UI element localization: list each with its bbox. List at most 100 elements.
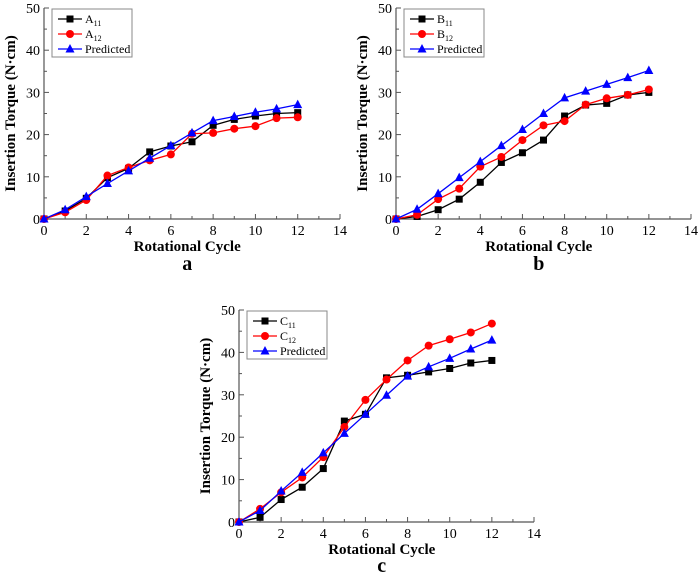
data-point	[298, 483, 306, 491]
y-tick-label: 10	[221, 474, 235, 489]
x-tick-label: 4	[477, 224, 484, 239]
y-tick-label: 20	[26, 129, 40, 144]
legend-label: B12	[437, 27, 453, 43]
data-point	[602, 79, 612, 88]
data-point	[644, 65, 654, 74]
data-point	[623, 72, 633, 82]
data-point	[60, 204, 70, 214]
data-point	[382, 390, 391, 399]
data-point	[145, 153, 155, 162]
x-tick-label: 6	[167, 224, 174, 239]
series-B11	[392, 88, 653, 223]
y-tick-label: 40	[26, 44, 40, 59]
x-tick-label: 14	[684, 224, 698, 239]
data-point	[319, 465, 327, 473]
x-tick-label: 10	[600, 224, 614, 239]
y-axis-title: Insertion Torque (N·cm)	[3, 35, 19, 191]
data-point	[475, 156, 485, 166]
data-point	[297, 467, 307, 476]
data-point	[517, 124, 527, 134]
y-tick-label: 40	[221, 346, 235, 361]
series-Predicted	[391, 65, 654, 223]
panel-label: b	[533, 253, 544, 275]
legend-label: Predicted	[85, 42, 130, 56]
legend-marker	[418, 15, 426, 23]
data-point	[256, 513, 264, 521]
legend-marker	[261, 317, 269, 325]
data-point	[623, 90, 632, 99]
data-point	[250, 107, 260, 116]
data-point	[293, 99, 303, 109]
y-axis-title: Insertion Torque (N·cm)	[198, 338, 214, 494]
data-point	[581, 100, 590, 109]
data-point	[403, 371, 413, 380]
data-point	[445, 353, 455, 362]
data-point	[466, 328, 475, 337]
x-tick-label: 12	[485, 527, 499, 542]
data-point	[273, 110, 281, 117]
data-point	[487, 319, 496, 328]
legend-marker	[65, 44, 75, 53]
data-point	[166, 150, 175, 159]
legend-marker	[66, 30, 74, 38]
data-point	[539, 108, 548, 117]
data-point	[251, 122, 260, 131]
legend-item: C11	[253, 314, 296, 330]
x-axis-title: Rotational Cycle	[328, 542, 435, 558]
data-point	[496, 140, 506, 150]
legend-item: A11	[58, 12, 101, 28]
data-point	[339, 428, 349, 437]
data-point	[361, 395, 370, 404]
legend-label: C11	[280, 314, 296, 330]
x-tick-label: 6	[362, 527, 369, 542]
data-point	[277, 496, 285, 504]
data-point	[581, 86, 591, 95]
legend-item: Predicted	[410, 42, 482, 56]
data-point	[209, 128, 218, 137]
y-tick-label: 50	[26, 2, 40, 17]
legend-box	[403, 8, 485, 58]
y-tick-label: 30	[221, 389, 235, 404]
x-tick-label: 2	[435, 224, 442, 239]
data-point	[476, 178, 484, 186]
data-point	[187, 127, 197, 137]
data-point	[391, 214, 401, 223]
data-point	[560, 92, 570, 102]
legend-marker	[66, 15, 74, 23]
data-point	[455, 184, 464, 193]
data-point	[124, 165, 134, 175]
y-tick-label: 20	[378, 129, 392, 144]
data-point	[518, 149, 526, 157]
legend-marker	[260, 346, 270, 355]
data-point	[209, 121, 217, 129]
legend-label: C12	[280, 329, 296, 345]
x-tick-label: 0	[41, 224, 48, 239]
panel-label: a	[182, 253, 192, 275]
legend-label: Predicted	[280, 344, 325, 358]
y-tick-label: 0	[385, 213, 392, 228]
data-point	[188, 138, 196, 146]
legend-marker	[261, 332, 269, 340]
y-tick-label: 20	[221, 431, 235, 446]
y-tick-label: 0	[33, 213, 40, 228]
chart-panel-c: 0 2 4 6 8 10 12 14 0 10 20 30 40 50 Rotational Cycle In…	[198, 304, 541, 575]
x-tick-label: 12	[291, 224, 305, 239]
y-tick-label: 10	[378, 171, 392, 186]
x-tick-label: 14	[527, 527, 541, 542]
series-Predicted	[39, 99, 303, 223]
data-point	[424, 341, 433, 350]
data-point	[234, 517, 244, 526]
series-A11	[40, 109, 302, 223]
data-point	[403, 356, 412, 365]
data-point	[294, 109, 302, 117]
legend-item: A12	[58, 27, 102, 43]
chart-panel-a: 0 2 4 6 8 10 12 14 0 10 20 30 40 50 Rotational Cycle In…	[3, 2, 347, 275]
legend-marker	[417, 44, 427, 53]
x-tick-label: 10	[443, 527, 457, 542]
data-point	[424, 361, 434, 371]
data-point	[425, 368, 433, 376]
chart-panel-b: 0 2 4 6 8 10 12 14 0 10 20 30 40 50 Rotational Cycle In…	[355, 2, 698, 275]
x-tick-label: 0	[393, 224, 400, 239]
